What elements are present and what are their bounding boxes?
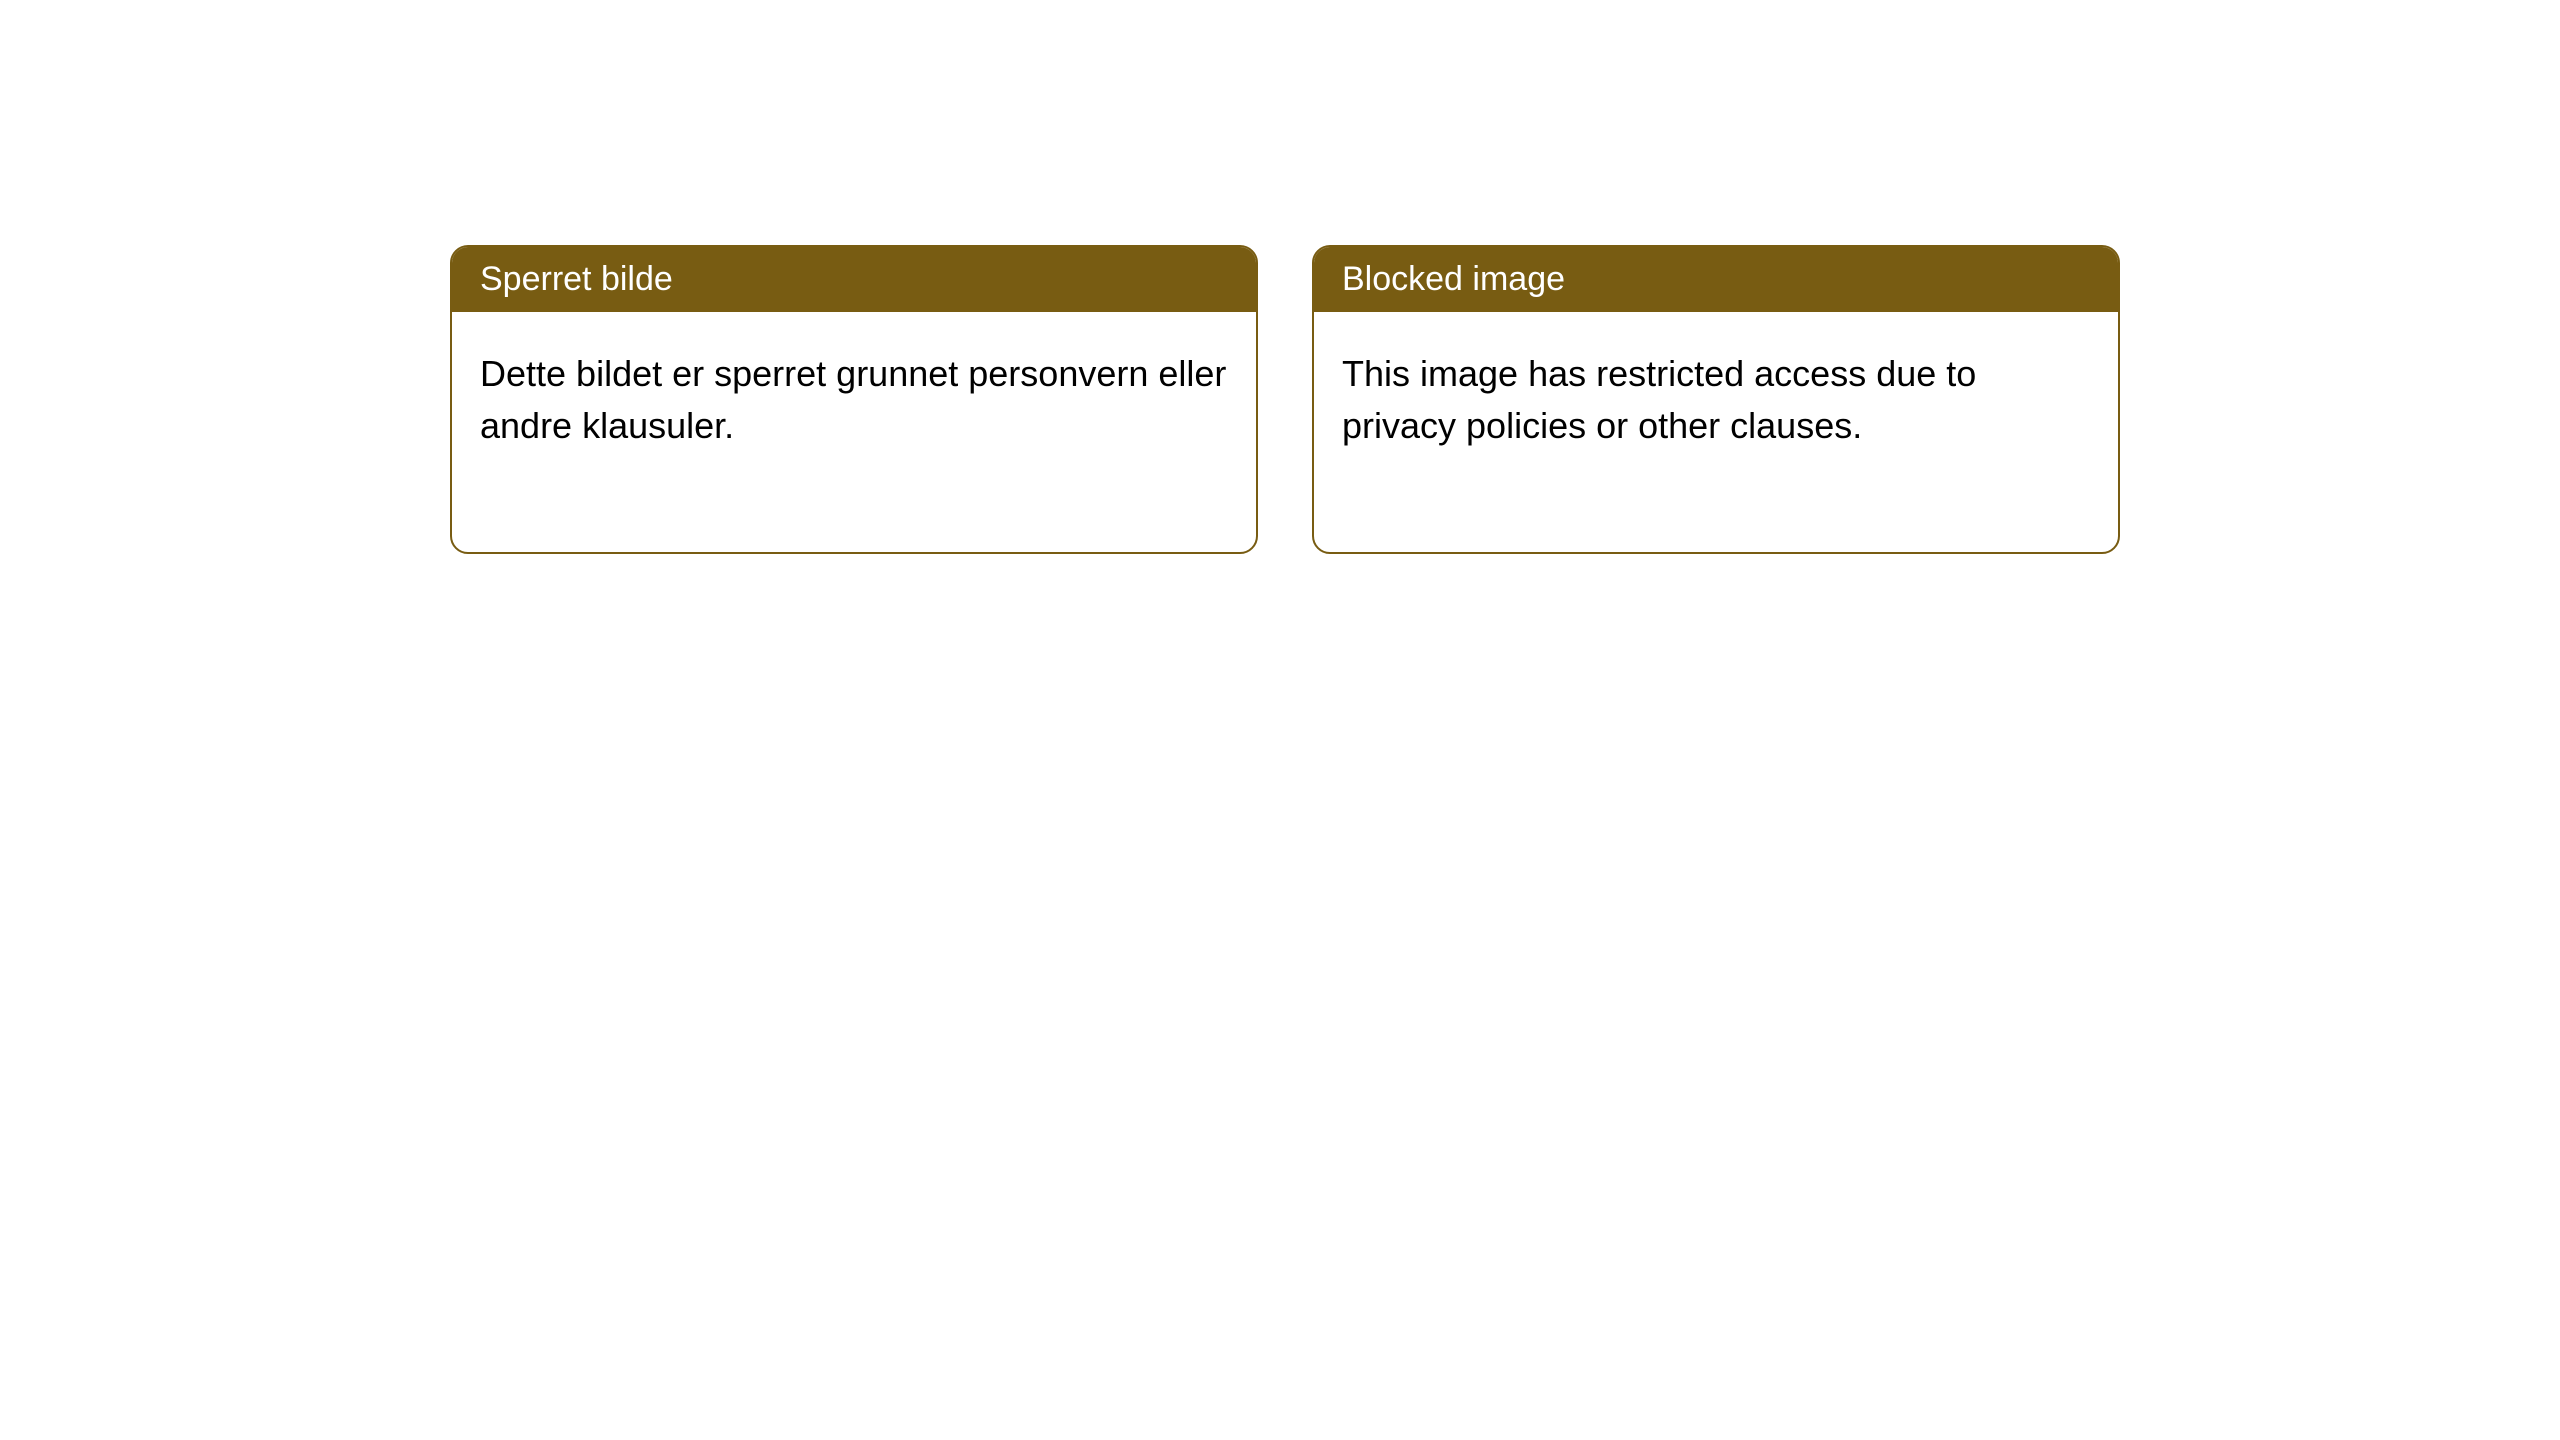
notice-box-english: Blocked image This image has restricted … xyxy=(1312,245,2120,554)
notice-header: Blocked image xyxy=(1314,247,2118,312)
notice-body-text: Dette bildet er sperret grunnet personve… xyxy=(480,353,1226,446)
notice-title: Blocked image xyxy=(1342,260,1565,298)
notice-box-norwegian: Sperret bilde Dette bildet er sperret gr… xyxy=(450,245,1258,554)
notices-container: Sperret bilde Dette bildet er sperret gr… xyxy=(450,245,2120,554)
notice-body: Dette bildet er sperret grunnet personve… xyxy=(452,312,1256,552)
notice-body-text: This image has restricted access due to … xyxy=(1342,353,1976,446)
notice-title: Sperret bilde xyxy=(480,260,673,298)
notice-header: Sperret bilde xyxy=(452,247,1256,312)
notice-body: This image has restricted access due to … xyxy=(1314,312,2118,552)
